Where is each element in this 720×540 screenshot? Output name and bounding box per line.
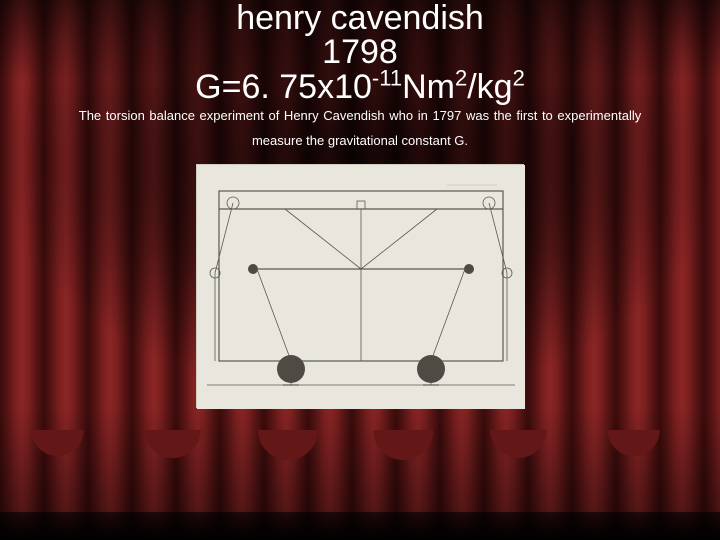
description-line-2: measure the gravitational constant G. — [0, 133, 720, 148]
title-line-2: 1798 — [0, 35, 720, 69]
title-line-1: henry cavendish — [0, 0, 720, 35]
slide-content: henry cavendish 1798 G=6. 75x10-11Nm2/kg… — [0, 0, 720, 540]
torsion-balance-figure — [196, 164, 524, 408]
formula-exp-1: -11 — [372, 66, 402, 91]
formula-exp-3: 2 — [513, 66, 525, 91]
description-line-1: The torsion balance experiment of Henry … — [0, 108, 720, 123]
torsion-balance-svg — [197, 165, 525, 409]
formula-kg: /kg — [467, 68, 512, 106]
formula: G=6. 75x10-11Nm2/kg2 — [0, 69, 720, 106]
formula-prefix: G=6. 75x10 — [195, 68, 372, 106]
formula-exp-2: 2 — [455, 66, 467, 91]
formula-mid: Nm — [402, 68, 455, 106]
